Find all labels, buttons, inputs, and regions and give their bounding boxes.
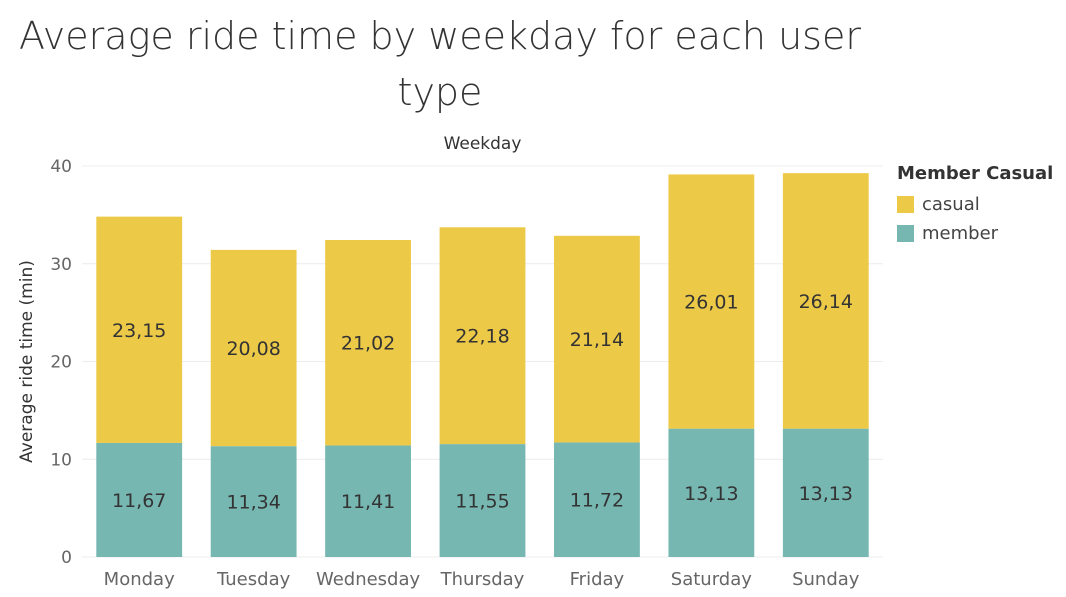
data-label-member-monday: 11,67 (112, 490, 166, 512)
data-label-casual-sunday: 26,14 (799, 291, 853, 313)
data-label-member-friday: 11,72 (570, 490, 624, 512)
y-tick-label-10: 10 (50, 450, 72, 470)
data-label-member-tuesday: 11,34 (226, 492, 280, 514)
x-tick-label-monday: Monday (104, 569, 175, 590)
legend-swatch-casual (897, 196, 914, 213)
data-label-casual-friday: 21,14 (570, 329, 624, 351)
x-tick-label-thursday: Thursday (440, 569, 525, 590)
chart-title: Average ride time by weekday for each us… (0, 8, 880, 120)
y-axis-label: Average ride time (min) (17, 260, 37, 463)
y-tick-label-20: 20 (50, 353, 72, 373)
x-tick-label-wednesday: Wednesday (316, 569, 421, 590)
bar-casual-tuesday (210, 249, 297, 447)
data-label-member-wednesday: 11,41 (341, 491, 395, 513)
chart-title-line2: type (397, 70, 483, 114)
data-label-casual-thursday: 22,18 (455, 326, 509, 348)
bar-casual-monday (96, 216, 183, 443)
data-label-member-sunday: 13,13 (799, 483, 853, 505)
bar-casual-sunday (782, 173, 869, 429)
bar-member-tuesday (210, 446, 297, 557)
data-label-casual-tuesday: 20,08 (226, 338, 280, 360)
bar-casual-thursday (439, 227, 526, 445)
bar-casual-saturday (668, 174, 755, 429)
bar-casual-friday (554, 235, 640, 443)
y-tick-label-0: 0 (61, 548, 72, 568)
bar-casual-wednesday (325, 239, 411, 446)
data-label-member-thursday: 11,55 (455, 491, 509, 513)
x-tick-label-sunday: Sunday (792, 569, 860, 590)
x-tick-label-friday: Friday (570, 569, 625, 590)
y-tick-label-30: 30 (50, 255, 72, 275)
bar-member-friday (554, 442, 640, 557)
legend-label-member: member (922, 223, 999, 244)
data-label-casual-wednesday: 21,02 (341, 333, 395, 355)
data-label-casual-monday: 23,15 (112, 320, 166, 342)
legend-title: Member Casual (897, 163, 1054, 184)
bar-member-saturday (668, 428, 755, 557)
x-tick-label-tuesday: Tuesday (216, 569, 291, 590)
data-label-member-saturday: 13,13 (684, 483, 738, 505)
x-tick-label-saturday: Saturday (671, 569, 752, 590)
legend-item-member[interactable]: member (897, 219, 1053, 248)
legend: Member Casual casual member (897, 163, 1053, 248)
bar-member-monday (96, 442, 183, 557)
bar-member-sunday (782, 428, 869, 557)
legend-item-casual[interactable]: casual (897, 190, 1053, 219)
y-tick-label-40: 40 (50, 157, 72, 177)
column-header: Weekday (444, 134, 522, 154)
chart-title-line1: Average ride time by weekday for each us… (19, 14, 861, 58)
legend-label-casual: casual (922, 194, 980, 215)
data-label-casual-saturday: 26,01 (684, 292, 738, 314)
bar-member-wednesday (325, 445, 411, 557)
legend-swatch-member (897, 225, 914, 242)
bar-member-thursday (439, 444, 526, 557)
